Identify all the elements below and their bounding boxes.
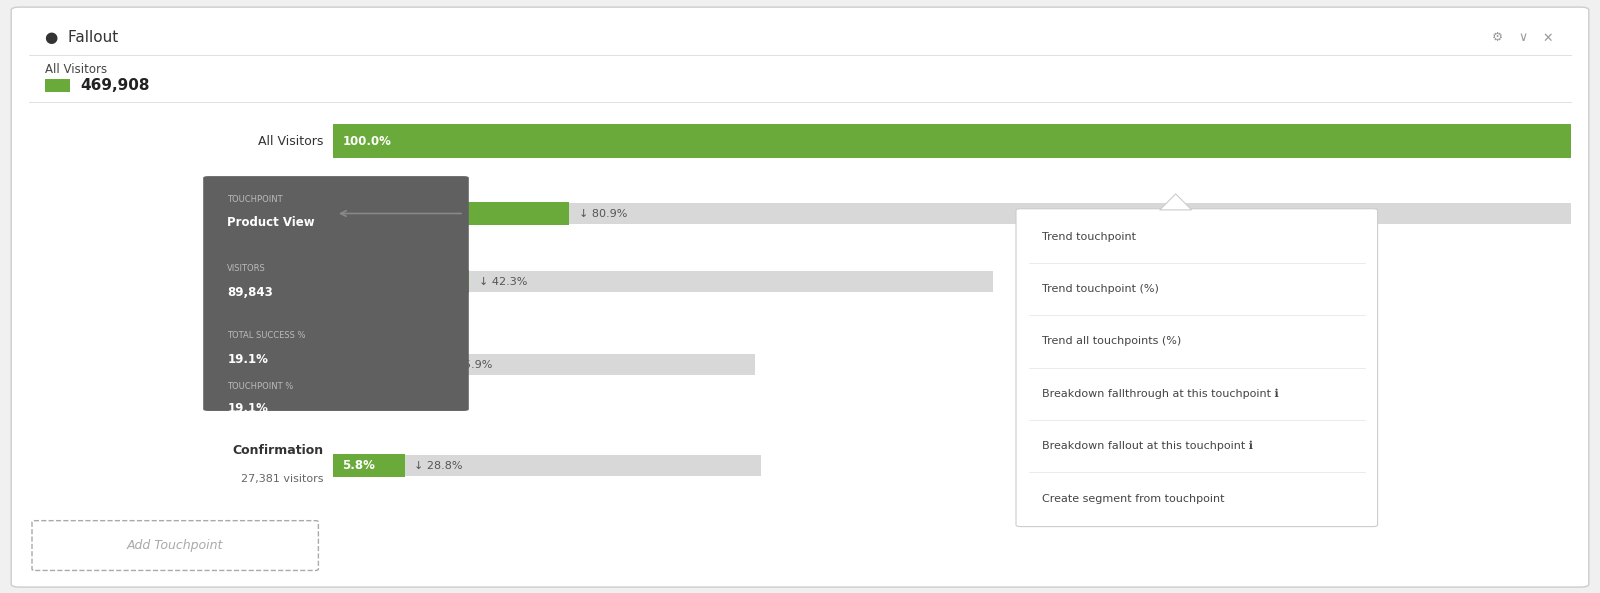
FancyBboxPatch shape — [333, 124, 1571, 158]
FancyBboxPatch shape — [1016, 209, 1378, 527]
Text: Trend all touchpoints (%): Trend all touchpoints (%) — [1042, 336, 1181, 346]
Text: 19.1%: 19.1% — [227, 402, 269, 415]
Text: ↓ 25.9%: ↓ 25.9% — [443, 360, 493, 369]
Text: 11.0%: 11.0% — [342, 275, 382, 288]
Text: ↓ 28.8%: ↓ 28.8% — [414, 461, 462, 470]
Text: TOUCHPOINT %: TOUCHPOINT % — [227, 382, 293, 391]
Text: EVENTUAL PATH  ∨: EVENTUAL PATH ∨ — [230, 398, 323, 408]
FancyBboxPatch shape — [333, 202, 570, 225]
FancyBboxPatch shape — [32, 521, 318, 570]
Text: ↓ 80.9%: ↓ 80.9% — [579, 209, 627, 218]
Text: ✕: ✕ — [1542, 31, 1552, 44]
Polygon shape — [1160, 194, 1192, 210]
Text: 8.2%: 8.2% — [342, 358, 374, 371]
Text: TOTAL SUCCESS %: TOTAL SUCCESS % — [227, 331, 306, 340]
FancyBboxPatch shape — [333, 353, 434, 376]
FancyBboxPatch shape — [45, 79, 70, 92]
Text: 19.1%: 19.1% — [342, 207, 384, 220]
Text: TOUCHPOINT: TOUCHPOINT — [227, 195, 283, 203]
Text: Trend touchpoint (%): Trend touchpoint (%) — [1042, 284, 1158, 294]
Text: Payment: Payment — [262, 343, 323, 356]
Text: Breakdown fallout at this touchpoint ℹ: Breakdown fallout at this touchpoint ℹ — [1042, 441, 1253, 451]
Text: Confirmation: Confirmation — [232, 444, 323, 457]
Text: ●  Fallout: ● Fallout — [45, 30, 118, 46]
Text: Product View: Product View — [227, 216, 315, 229]
Text: 5.8%: 5.8% — [342, 459, 376, 472]
Text: 100.0%: 100.0% — [342, 135, 392, 148]
FancyBboxPatch shape — [11, 7, 1589, 587]
FancyBboxPatch shape — [405, 455, 762, 476]
Text: Breakdown fallthrough at this touchpoint ℹ: Breakdown fallthrough at this touchpoint… — [1042, 388, 1278, 399]
Text: Add Touchpoint: Add Touchpoint — [126, 539, 224, 552]
FancyBboxPatch shape — [333, 454, 405, 477]
Text: 51,873 visitors: 51,873 visitors — [242, 269, 323, 279]
Text: EVENTUAL PATH  ∨: EVENTUAL PATH ∨ — [230, 298, 323, 307]
FancyBboxPatch shape — [469, 272, 994, 292]
Text: 469,908: 469,908 — [80, 78, 149, 93]
Text: 89,843: 89,843 — [227, 286, 274, 299]
Text: All Visitors: All Visitors — [258, 135, 323, 148]
Text: All Visitors: All Visitors — [45, 63, 107, 76]
Text: Product View: Product View — [242, 192, 323, 205]
Text: 38,461 visitors: 38,461 visitors — [242, 373, 323, 383]
Text: ↓ 42.3%: ↓ 42.3% — [478, 277, 526, 286]
FancyBboxPatch shape — [333, 270, 469, 293]
Text: ⚙: ⚙ — [1491, 31, 1504, 44]
Text: 19.1%: 19.1% — [227, 353, 269, 366]
FancyBboxPatch shape — [570, 203, 1571, 224]
Text: 27,381 visitors: 27,381 visitors — [240, 474, 323, 484]
Text: VISITORS: VISITORS — [227, 264, 266, 273]
Text: Create segment from touchpoint: Create segment from touchpoint — [1042, 493, 1224, 503]
FancyBboxPatch shape — [203, 176, 469, 411]
Text: ∨: ∨ — [1518, 31, 1528, 44]
Text: Trend touchpoint: Trend touchpoint — [1042, 232, 1136, 242]
FancyBboxPatch shape — [434, 355, 755, 375]
